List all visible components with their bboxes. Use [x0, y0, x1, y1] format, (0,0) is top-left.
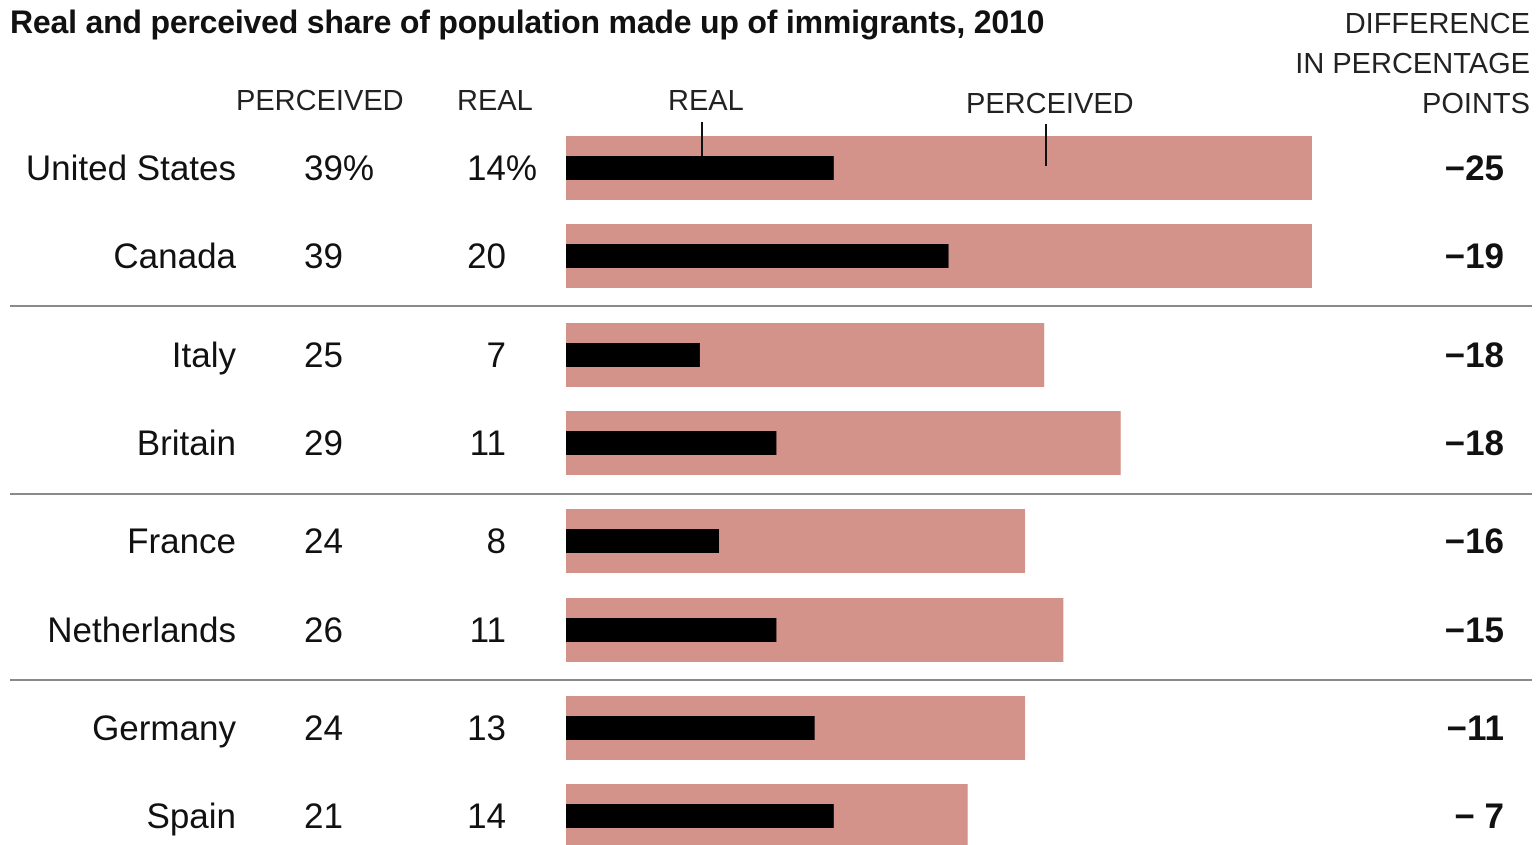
- real-value: 8: [487, 522, 506, 561]
- real-value: 13: [467, 709, 506, 748]
- perceived-value: 39: [304, 237, 343, 276]
- country-label: Germany: [92, 709, 236, 748]
- difference-value: −18: [1445, 424, 1504, 463]
- perceived-value: 24: [304, 709, 343, 748]
- perceived-value: 29: [304, 424, 343, 463]
- real-bar-france: [566, 529, 720, 553]
- difference-header-line-3: POINTS: [1422, 88, 1530, 120]
- legend-perceived-label: PERCEIVED: [966, 88, 1134, 120]
- difference-value: −25: [1445, 149, 1504, 188]
- perceived-value: 39%: [304, 149, 374, 188]
- country-label: Spain: [146, 797, 236, 836]
- real-bar-spain: [566, 804, 834, 828]
- difference-value: −16: [1445, 522, 1504, 561]
- country-label: Canada: [113, 237, 236, 276]
- perceived-value: 21: [304, 797, 343, 836]
- real-bar-netherlands: [566, 618, 777, 642]
- difference-header-line-2: IN PERCENTAGE: [1295, 48, 1530, 80]
- difference-value: −15: [1445, 611, 1504, 650]
- real-value: 11: [470, 424, 506, 463]
- real-bar-britain: [566, 431, 777, 455]
- country-label: United States: [26, 149, 236, 188]
- real-bar-canada: [566, 244, 949, 268]
- real-value: 11: [470, 611, 506, 650]
- country-label: Britain: [137, 424, 236, 463]
- difference-value: − 7: [1454, 797, 1504, 836]
- difference-value: −18: [1445, 336, 1504, 375]
- real-value: 20: [467, 237, 506, 276]
- difference-value: −19: [1445, 237, 1504, 276]
- difference-column-header: DIFFERENCE IN PERCENTAGE POINTS: [1295, 4, 1530, 124]
- real-bar-germany: [566, 716, 815, 740]
- real-value: 14%: [467, 149, 537, 188]
- perceived-value: 26: [304, 611, 343, 650]
- real-value: 14: [467, 797, 506, 836]
- real-column-header: REAL: [457, 85, 533, 117]
- real-bar-united-states: [566, 156, 834, 180]
- legend-real-label: REAL: [668, 85, 744, 117]
- perceived-column-header: PERCEIVED: [236, 85, 404, 117]
- difference-value: −11: [1447, 709, 1504, 748]
- real-value: 7: [487, 336, 506, 375]
- country-label: France: [127, 522, 236, 561]
- chart-title: Real and perceived share of population m…: [10, 4, 1045, 40]
- perceived-value: 24: [304, 522, 343, 561]
- country-label: Italy: [172, 336, 237, 375]
- difference-header-line-1: DIFFERENCE: [1344, 8, 1530, 40]
- country-label: Netherlands: [47, 611, 236, 650]
- real-bar-italy: [566, 343, 700, 367]
- perceived-value: 25: [304, 336, 343, 375]
